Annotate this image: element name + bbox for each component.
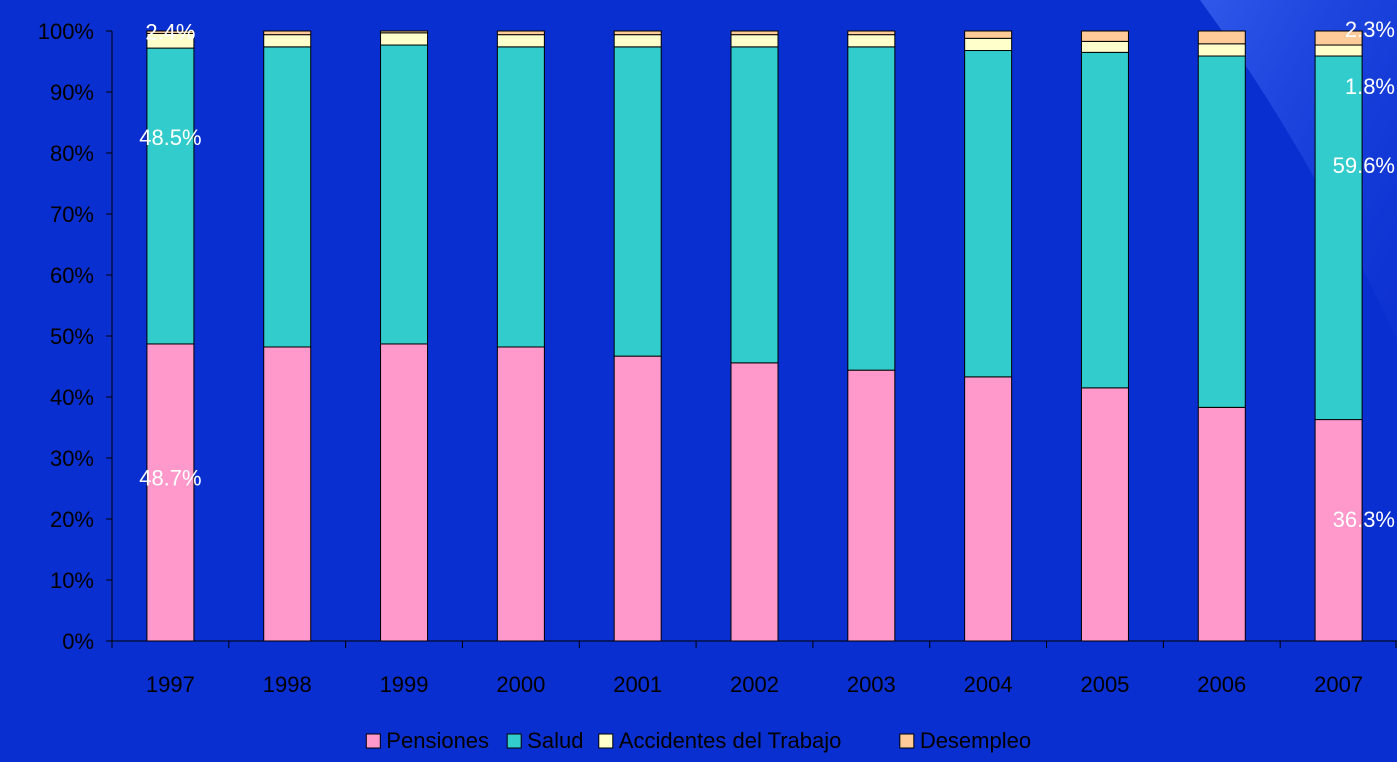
bar-salud-2000 (496, 46, 545, 348)
y-tick-label: 90% (50, 80, 94, 105)
bar-accidentes-del-trabajo-2006 (1197, 43, 1246, 57)
bar-salud-2005 (1080, 51, 1129, 389)
legend-swatch-salud (506, 733, 522, 749)
bar-desempleo-2005 (1080, 30, 1129, 42)
bar-pensiones-1999 (380, 343, 429, 642)
bar-salud-2004 (964, 50, 1013, 378)
data-label-accidentes-del-trabajo-2007: 1.8% (1345, 74, 1395, 99)
bar-salud-2006 (1197, 55, 1246, 408)
data-label-salud-2007: 59.6% (1333, 153, 1395, 178)
bar-pensiones-2003 (847, 369, 896, 642)
bar-pensiones-2000 (496, 346, 545, 642)
legend-swatch-desempleo (899, 733, 915, 749)
x-tick-label: 1997 (146, 672, 195, 697)
x-tick-label: 2007 (1314, 672, 1363, 697)
bar-desempleo-2001 (613, 30, 662, 36)
data-label-salud-1997: 48.5% (139, 125, 201, 150)
y-tick-label: 100% (38, 19, 94, 44)
y-tick-label: 40% (50, 385, 94, 410)
y-tick-label: 70% (50, 202, 94, 227)
bar-salud-2002 (730, 46, 779, 364)
bar-salud-1997 (146, 47, 195, 345)
y-tick-label: 0% (62, 629, 94, 654)
x-tick-label: 2006 (1197, 672, 1246, 697)
bar-accidentes-del-trabajo-1998 (263, 34, 312, 48)
bar-pensiones-2002 (730, 362, 779, 642)
bar-desempleo-2006 (1197, 30, 1246, 45)
y-tick-label: 20% (50, 507, 94, 532)
x-tick-label: 2001 (613, 672, 662, 697)
data-label-pensiones-2007: 36.3% (1333, 507, 1395, 532)
x-tick-label: 1999 (380, 672, 429, 697)
bar-salud-2007 (1314, 55, 1363, 421)
x-tick-label: 1998 (263, 672, 312, 697)
bar-desempleo-1998 (263, 30, 312, 36)
bar-accidentes-del-trabajo-2005 (1080, 40, 1129, 53)
data-label-desempleo-2007: 2.3% (1345, 17, 1395, 42)
legend-swatch-accidentes-del-trabajo (598, 733, 614, 749)
bar-accidentes-del-trabajo-2002 (730, 34, 779, 48)
bars-layer (146, 30, 1363, 642)
bar-desempleo-1999 (380, 30, 429, 34)
bar-desempleo-2000 (496, 30, 545, 36)
bar-accidentes-del-trabajo-2007 (1314, 44, 1363, 57)
bar-pensiones-2001 (613, 355, 662, 642)
bar-pensiones-2006 (1197, 406, 1246, 642)
bar-accidentes-del-trabajo-1999 (380, 32, 429, 46)
bar-pensiones-2004 (964, 376, 1013, 642)
bar-accidentes-del-trabajo-2004 (964, 37, 1013, 52)
y-tick-label: 10% (50, 568, 94, 593)
bar-desempleo-2007 (1314, 30, 1363, 46)
bar-desempleo-1997 (146, 30, 195, 34)
legend-label-salud: Salud (527, 728, 583, 753)
y-tick-label: 80% (50, 141, 94, 166)
x-tick-label: 2002 (730, 672, 779, 697)
y-tick-label: 60% (50, 263, 94, 288)
bar-desempleo-2004 (964, 30, 1013, 39)
bar-desempleo-2003 (847, 30, 896, 36)
bar-pensiones-2007 (1314, 419, 1363, 642)
bar-desempleo-2002 (730, 30, 779, 36)
data-label-accidentes-del-trabajo-1997: 2.4% (145, 19, 195, 44)
bar-pensiones-1997 (146, 343, 195, 642)
legend: Pensiones Salud Accidentes del Trabajo Dese… (365, 728, 1031, 753)
bar-accidentes-del-trabajo-2000 (496, 34, 545, 48)
bar-accidentes-del-trabajo-2001 (613, 34, 662, 48)
bar-salud-1998 (263, 46, 312, 348)
bar-pensiones-2005 (1080, 387, 1129, 642)
x-tick-label: 2000 (496, 672, 545, 697)
x-tick-label: 2004 (964, 672, 1013, 697)
y-tick-label: 30% (50, 446, 94, 471)
x-tick-label: 2005 (1080, 672, 1129, 697)
bar-accidentes-del-trabajo-2003 (847, 34, 896, 48)
bar-salud-2001 (613, 46, 662, 357)
bar-pensiones-1998 (263, 346, 312, 642)
axes-layer: 0% 10% 20% 30% 40% 50% 60% 70% 80% 90% 100% 1997 199… (38, 19, 1397, 697)
y-tick-label: 50% (50, 324, 94, 349)
legend-swatch-pensiones (365, 733, 381, 749)
x-tick-label: 2003 (847, 672, 896, 697)
data-label-pensiones-1997: 48.7% (139, 466, 201, 491)
data-labels-layer: 2.4% 48.5% 48.7% 2.3% 1.8% 59.6% 36.3% (139, 17, 1395, 532)
legend-label-accidentes-del-trabajo: Accidentes del Trabajo (619, 728, 842, 753)
bar-salud-1999 (380, 44, 429, 345)
bar-salud-2003 (847, 46, 896, 371)
legend-label-desempleo: Desempleo (920, 728, 1031, 753)
legend-label-pensiones: Pensiones (386, 728, 489, 753)
